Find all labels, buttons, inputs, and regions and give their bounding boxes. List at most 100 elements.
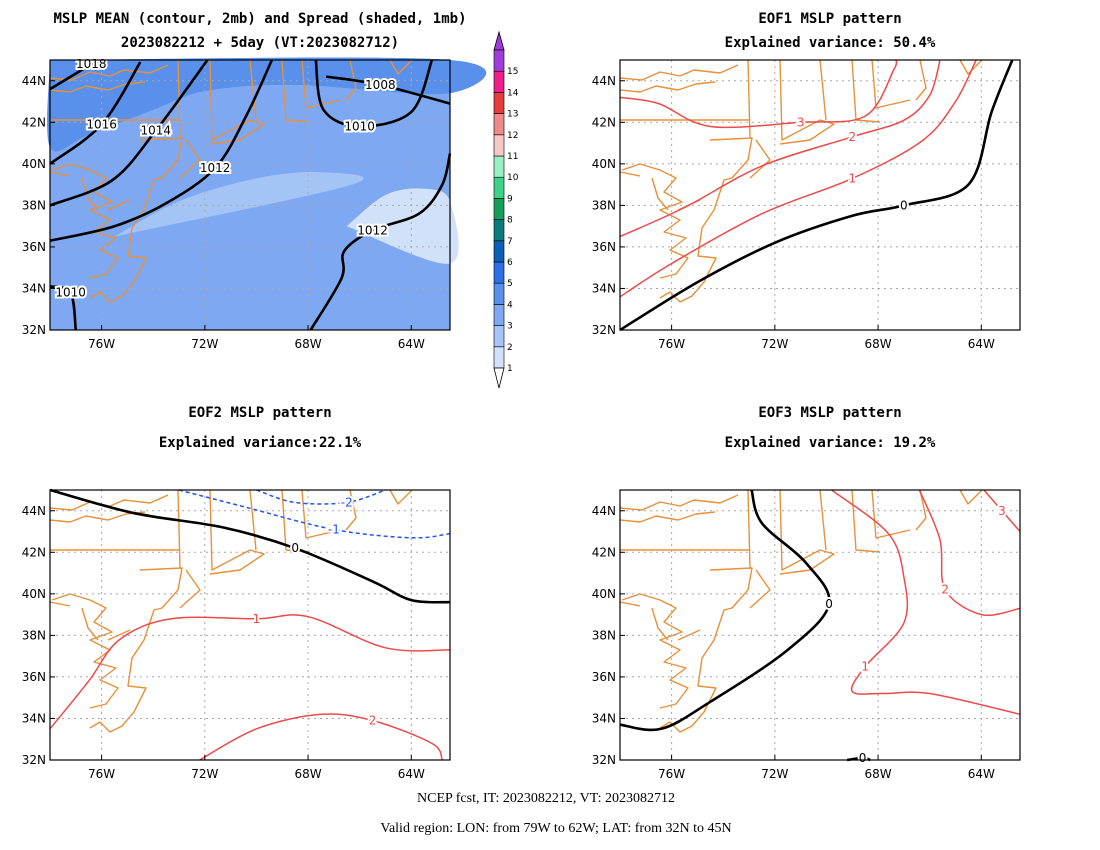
x-tick-label: 76W (88, 337, 115, 351)
plot-frame (619, 59, 1021, 331)
plot-frame (49, 59, 451, 331)
colorbar-label: 9 (507, 194, 513, 204)
contours: -2-1 0 1 2 (49, 488, 451, 761)
contours: 0 0 1 2 3 (619, 489, 1021, 767)
colorbar-label: 10 (507, 173, 519, 183)
colorbar-label: 2 (507, 343, 513, 353)
contour-label: 1 (253, 612, 261, 626)
contour-label: 1016 (86, 117, 117, 131)
colorbar-swatch (493, 92, 505, 114)
x-tick-label: 72W (761, 337, 788, 351)
y-tick-label: 42N (22, 545, 46, 559)
contour-line (619, 489, 831, 732)
y-tick-label: 44N (22, 74, 46, 88)
y-tick-label: 32N (592, 323, 616, 337)
x-tick-label: 68W (294, 767, 321, 781)
panel-subtitle: 2023082212 + 5day (VT:2023082712) (121, 35, 399, 51)
coastline-map (49, 489, 413, 733)
contour-line (983, 489, 1021, 532)
y-tick-label: 42N (22, 115, 46, 129)
contour-label: -1 (328, 522, 340, 536)
contour-line (619, 59, 1014, 332)
panel-eof2: EOF2 MSLP pattern Explained variance:22.… (22, 405, 451, 781)
grid-lines (50, 490, 450, 760)
contour-line (49, 488, 451, 604)
colorbar-label: 14 (507, 88, 519, 98)
colorbar-swatch (493, 176, 505, 199)
colorbar-label: 7 (507, 237, 513, 247)
contour-line (49, 285, 78, 331)
colorbar-swatch (493, 155, 505, 178)
contour-label: 1012 (357, 223, 388, 237)
colorbar-swatch (493, 219, 505, 242)
contour-label: 1 (848, 171, 856, 185)
colorbar-swatch (493, 198, 505, 220)
contour-label: 1018 (76, 57, 107, 71)
x-tick-label: 68W (864, 767, 891, 781)
y-tick-label: 36N (22, 240, 46, 254)
coastline-map (619, 489, 983, 733)
axis-ticks: 76W 72W 68W 64W 32N 34N 36N 38N 40N 42N 44N (22, 74, 425, 351)
x-tick-label: 68W (864, 337, 891, 351)
y-tick-label: 44N (592, 504, 616, 518)
colorbar-swatch (493, 240, 505, 263)
x-tick-label: 64W (968, 337, 995, 351)
contour-label: 0 (859, 751, 867, 765)
colorbar-top-arrow (493, 30, 505, 51)
axis-ticks: 76W 72W 68W 64W 32N 34N 36N 38N 40N 42N 44N (22, 504, 425, 781)
contour-label: 0 (900, 198, 908, 212)
contour-line (918, 489, 1021, 617)
colorbar-label: 13 (507, 110, 518, 120)
panel-subtitle: Explained variance:22.1% (159, 435, 362, 451)
y-tick-label: 38N (592, 628, 616, 642)
y-tick-label: 38N (592, 198, 616, 212)
panel-subtitle: Explained variance: 50.4% (725, 35, 936, 51)
colorbar-swatch (493, 346, 505, 369)
y-tick-label: 40N (22, 587, 46, 601)
spread-region-4mb (47, 57, 487, 152)
colorbar-label: 1 (507, 364, 513, 374)
contour-line (256, 489, 386, 505)
contour-label: 1014 (141, 124, 172, 138)
contour-line (314, 59, 434, 128)
spread-shading (47, 57, 487, 330)
y-tick-label: 42N (592, 545, 616, 559)
x-tick-label: 76W (88, 767, 115, 781)
panel-subtitle: Explained variance: 19.2% (725, 435, 936, 451)
contours: 0 1 2 3 (619, 59, 1014, 332)
axis-ticks: 76W 72W 68W 64W 32N 34N 36N 38N 40N 42N 44N (592, 74, 995, 351)
panel-eof3: EOF3 MSLP pattern Explained variance: 19… (592, 405, 1021, 781)
y-tick-label: 42N (592, 115, 616, 129)
contour-line (619, 59, 977, 298)
contour-line (49, 59, 274, 242)
contour-label: -2 (341, 495, 353, 509)
contour-line (49, 59, 209, 207)
panel-title: EOF1 MSLP pattern (758, 11, 901, 27)
plot-frame (619, 489, 1021, 761)
colorbar-label: 3 (507, 322, 513, 332)
y-tick-label: 34N (22, 281, 46, 295)
y-tick-label: 40N (592, 157, 616, 171)
x-tick-label: 64W (968, 767, 995, 781)
contour-line (309, 153, 452, 331)
contour-line (325, 75, 451, 105)
colorbar-label: 12 (507, 131, 518, 141)
colorbar-label: 4 (507, 300, 513, 310)
grid-lines (620, 60, 1020, 330)
colorbar-swatch (493, 325, 505, 348)
colorbar-swatch (493, 70, 505, 93)
y-tick-label: 38N (22, 628, 46, 642)
contour-line (178, 489, 451, 539)
y-tick-label: 34N (592, 711, 616, 725)
colorbar-swatch (493, 304, 505, 326)
colorbar-swatch (493, 49, 505, 72)
panel-title: MSLP MEAN (contour, 2mb) and Spread (sha… (53, 11, 466, 27)
footer-forecast-info: NCEP fcst, IT: 2023082212, VT: 202308271… (417, 791, 675, 806)
contour-label: 2 (369, 714, 377, 728)
grid-lines (50, 60, 450, 330)
contour-label: 3 (998, 504, 1006, 518)
spread-region-1mb (346, 188, 459, 264)
x-tick-label: 72W (191, 337, 218, 351)
grid-lines (620, 490, 1020, 760)
